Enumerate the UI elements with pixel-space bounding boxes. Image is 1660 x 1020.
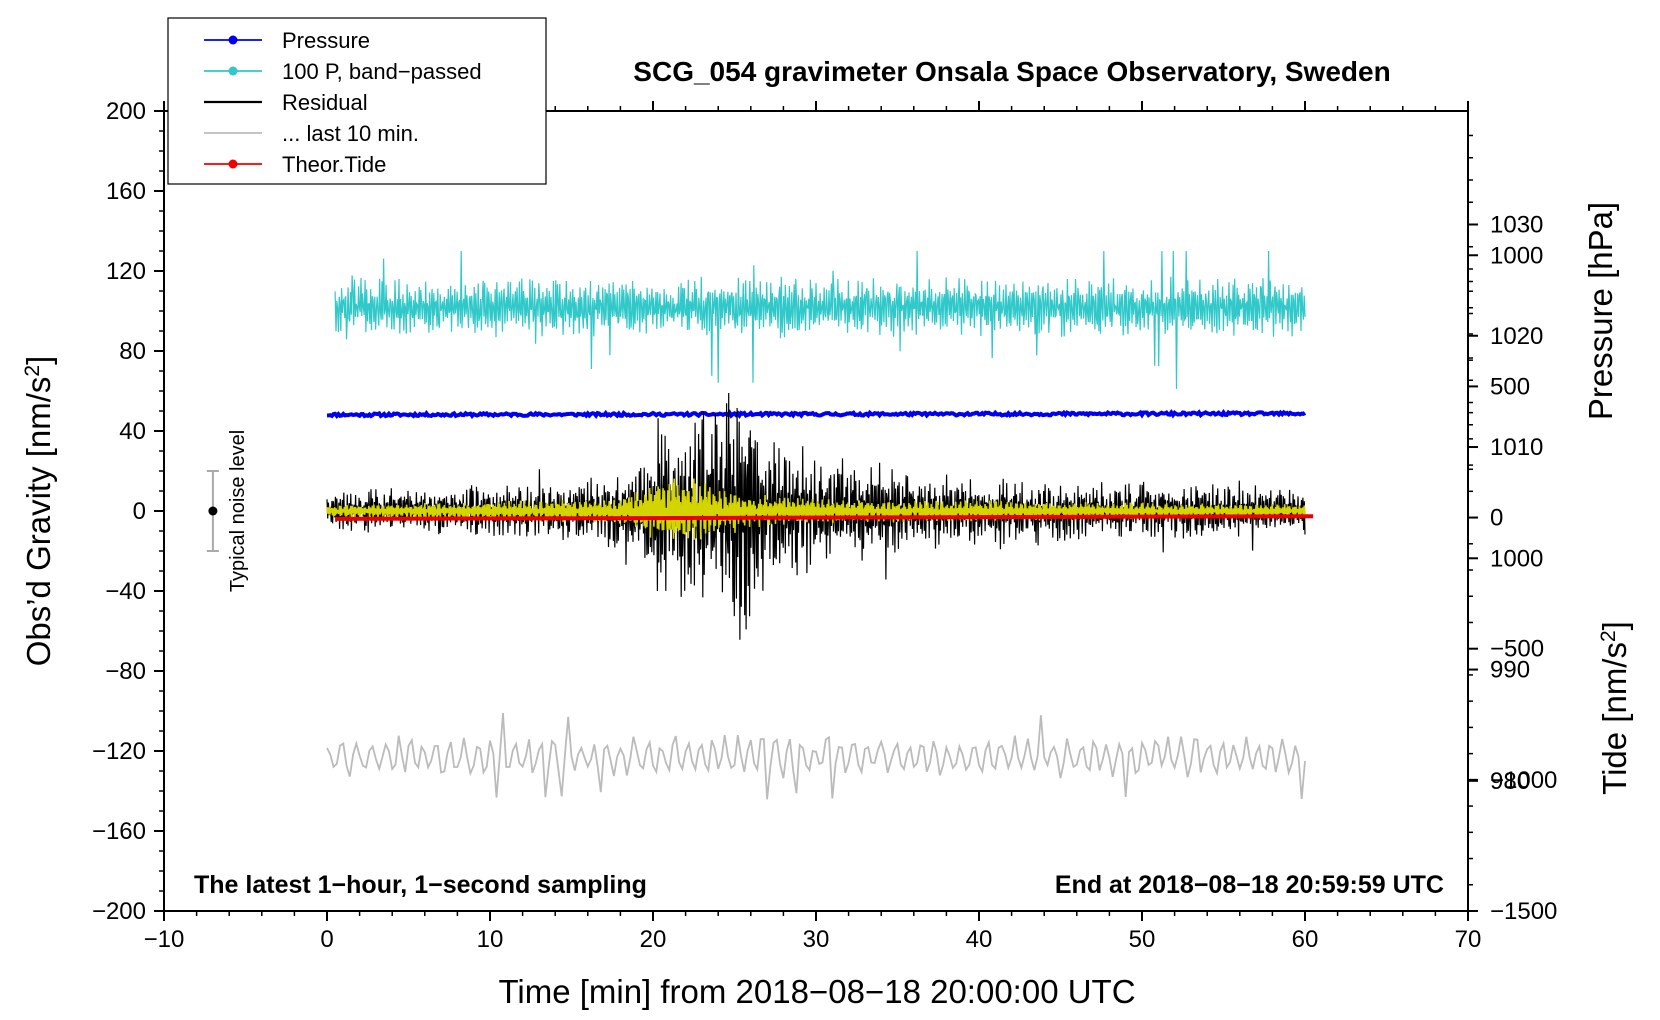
legend-label-1: 100 P, band−passed — [282, 59, 482, 84]
noise-level-label: Typical noise level — [227, 430, 249, 592]
y-tick-label-5: 0 — [133, 498, 146, 525]
theoretical-tide-series — [335, 514, 1314, 521]
tide-tick-label-5: 1000 — [1490, 242, 1543, 269]
y-tick-label-7: 80 — [119, 338, 146, 365]
pressure-tick-label-0: 980 — [1490, 768, 1530, 795]
y-axis-title-tide-main: Tide [nm/s — [1596, 642, 1633, 795]
x-tick-label-2: 10 — [477, 926, 504, 953]
tide-tick-label-3: 0 — [1490, 505, 1503, 532]
y-axis-title-tide: Tide [nm/s2] — [1596, 621, 1633, 795]
pressure-tick-label-3: 1010 — [1490, 434, 1543, 461]
data-traces — [326, 250, 1314, 800]
residual-series — [326, 392, 1306, 640]
legend: Pressure 100 P, band−passed Residual ... la… — [167, 17, 547, 185]
x-tick-label-6: 50 — [1129, 926, 1156, 953]
legend-label-3: ... last 10 min. — [282, 121, 419, 146]
legend-entries: Pressure 100 P, band−passed Residual ... la… — [204, 28, 482, 177]
x-tick-label-0: −10 — [144, 926, 185, 953]
x-tick-label-1: 0 — [320, 926, 333, 953]
x-tick-label-7: 60 — [1292, 926, 1319, 953]
pressure-tick-label-1: 990 — [1490, 657, 1530, 684]
x-tick-label-8: 70 — [1455, 926, 1482, 953]
legend-marker-0 — [228, 35, 238, 45]
smoothed-residual-series — [326, 478, 1306, 540]
legend-label-0: Pressure — [282, 28, 370, 53]
y-axis-title-left: Obs’d Gravity [nm/s2] — [20, 356, 57, 667]
y-axis-title-left-sup: 2 — [21, 365, 44, 377]
noise-center-dot — [208, 506, 218, 516]
y-tick-label-3: −80 — [105, 658, 146, 685]
y-axis-title-left-end: ] — [20, 356, 57, 365]
pressure-tick-label-2: 1000 — [1490, 545, 1543, 572]
y-tick-label-2: −120 — [92, 738, 146, 765]
chart-title: SCG_054 gravimeter Onsala Space Observat… — [633, 56, 1390, 87]
y-axis-title-left-main: Obs’d Gravity [nm/s — [20, 377, 57, 667]
legend-label-4: Theor.Tide — [282, 152, 386, 177]
bandpassed-pressure-series — [334, 250, 1306, 389]
y-tick-label-1: −160 — [92, 818, 146, 845]
legend-marker-1 — [228, 66, 238, 76]
x-tick-label-3: 20 — [640, 926, 667, 953]
y-axis-title-tide-end: ] — [1596, 621, 1633, 630]
y-tick-label-4: −40 — [105, 578, 146, 605]
axis-ticks: −10 0 10 20 30 40 50 60 70−200−160−120−80−400408… — [92, 98, 1557, 953]
y-tick-label-10: 200 — [106, 98, 146, 125]
y-tick-label-9: 160 — [106, 178, 146, 205]
y-tick-label-0: −200 — [92, 898, 146, 925]
legend-marker-4 — [228, 159, 238, 169]
y-tick-label-6: 40 — [119, 418, 146, 445]
y-axis-title-pressure: Pressure [hPa] — [1582, 202, 1619, 420]
y-tick-label-8: 120 — [106, 258, 146, 285]
last-10-min-series — [326, 712, 1306, 800]
x-tick-label-4: 30 — [803, 926, 830, 953]
noise-level-indicator: Typical noise level — [206, 430, 249, 592]
annotation-latest-hour: The latest 1−hour, 1−second sampling — [194, 871, 647, 899]
legend-label-2: Residual — [282, 90, 368, 115]
tide-tick-label-4: 500 — [1490, 373, 1530, 400]
tide-tick-label-0: −1500 — [1490, 898, 1557, 925]
pressure-tick-label-5: 1030 — [1490, 211, 1543, 238]
y-axis-title-tide-sup: 2 — [1597, 630, 1620, 642]
tide-tick-label-1: −1000 — [1490, 767, 1557, 794]
x-axis-title: Time [min] from 2018−08−18 20:00:00 UTC — [498, 973, 1135, 1010]
tide-tick-label-2: −500 — [1490, 636, 1544, 663]
annotation-end-time: End at 2018−08−18 20:59:59 UTC — [1055, 871, 1444, 899]
pressure-series — [326, 408, 1307, 420]
x-tick-label-5: 40 — [966, 926, 993, 953]
pressure-tick-label-4: 1020 — [1490, 323, 1543, 350]
